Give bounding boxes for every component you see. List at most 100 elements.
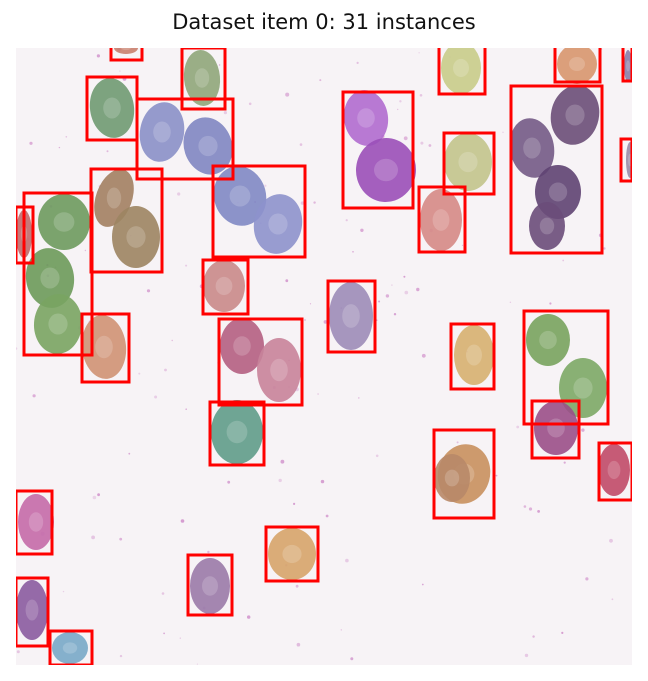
instance-bounding-box xyxy=(621,48,632,83)
stain-speck xyxy=(502,131,504,134)
blood-cell xyxy=(38,194,90,250)
cell-center-highlight xyxy=(268,213,288,235)
blood-cell xyxy=(420,189,462,251)
blood-cell xyxy=(211,400,263,464)
stain-speck xyxy=(138,372,141,375)
instance-bounding-box xyxy=(16,205,35,265)
cell-center-highlight xyxy=(548,182,568,202)
stain-speck xyxy=(385,294,390,298)
stain-speck xyxy=(378,300,381,303)
stain-speck xyxy=(313,201,316,204)
stain-speck xyxy=(340,629,342,631)
instance-bounding-box xyxy=(442,131,496,196)
stain-speck xyxy=(180,519,185,523)
instance-bounding-box xyxy=(135,97,235,181)
stain-speck xyxy=(509,301,512,303)
stain-speck xyxy=(352,251,354,253)
cell-center-highlight xyxy=(215,276,233,296)
stain-speck xyxy=(97,493,100,497)
blood-cell xyxy=(441,48,481,94)
stain-speck xyxy=(248,102,252,106)
stain-speck xyxy=(96,54,100,58)
stain-speck xyxy=(29,141,33,145)
stain-speck xyxy=(300,201,305,205)
stain-speck xyxy=(561,631,564,635)
stain-speck xyxy=(92,495,97,500)
cell-center-highlight xyxy=(458,151,478,173)
stain-speck xyxy=(581,428,585,432)
cell-center-highlight xyxy=(282,544,302,564)
bounding-box-layer xyxy=(16,48,632,665)
stain-speck xyxy=(177,192,181,196)
instance-bounding-box xyxy=(553,48,602,84)
blood-cell xyxy=(114,48,138,54)
stain-speck xyxy=(603,247,606,250)
stain-speck xyxy=(528,507,533,511)
stain-speck xyxy=(119,70,121,72)
cell-center-highlight xyxy=(444,469,460,487)
blood-cell xyxy=(16,580,48,640)
stain-speck xyxy=(62,590,65,593)
cell-center-highlight xyxy=(539,330,557,350)
stain-speck xyxy=(404,290,409,295)
stain-speck xyxy=(421,583,424,586)
cell-center-highlight xyxy=(466,344,482,366)
stain-speck xyxy=(375,454,379,458)
stain-speck xyxy=(227,480,231,484)
stain-speck xyxy=(247,615,251,619)
cell-center-highlight xyxy=(194,68,210,88)
stain-speck xyxy=(585,577,589,581)
instance-bounding-box xyxy=(417,185,467,254)
stain-speck xyxy=(280,459,285,464)
stain-speck xyxy=(171,339,173,342)
stain-speck xyxy=(309,303,312,305)
stain-speck xyxy=(345,219,348,222)
blood-cell xyxy=(25,248,75,308)
cell-center-highlight xyxy=(453,58,469,78)
stain-speck xyxy=(563,461,566,464)
blood-cell xyxy=(329,282,373,350)
cell-center-highlight xyxy=(357,108,375,128)
instance-bounding-box xyxy=(530,399,581,460)
cell-center-highlight xyxy=(573,377,593,399)
instance-bounding-box xyxy=(217,317,304,407)
instance-bounding-box xyxy=(16,489,54,556)
stain-speck xyxy=(461,244,464,246)
instance-bounding-box xyxy=(16,576,50,648)
instance-bounding-box xyxy=(522,309,610,426)
cell-center-highlight xyxy=(523,137,541,159)
blood-cell xyxy=(89,78,135,138)
blood-cell xyxy=(534,401,578,455)
cell-center-highlight xyxy=(40,267,60,289)
stain-speck xyxy=(278,478,282,483)
instance-bounding-box xyxy=(432,428,496,520)
stain-speck xyxy=(264,184,267,187)
stain-speck xyxy=(58,146,61,149)
stain-speck xyxy=(325,514,329,518)
cell-center-highlight xyxy=(539,217,555,235)
stain-speck xyxy=(164,368,167,372)
instance-bounding-box xyxy=(437,48,487,96)
cell-center-highlight xyxy=(202,576,218,596)
blood-cell xyxy=(454,325,494,385)
blood-cell xyxy=(112,206,160,268)
cell-center-highlight xyxy=(342,304,360,328)
stain-speck xyxy=(218,64,221,66)
instance-bounding-box xyxy=(201,258,250,316)
blood-smear-image xyxy=(16,48,632,665)
blood-cell xyxy=(203,260,245,312)
instance-bounding-box xyxy=(597,441,632,502)
stain-speck xyxy=(360,228,364,232)
stain-speck xyxy=(403,275,406,278)
stain-speck xyxy=(524,653,529,658)
stain-speck xyxy=(84,249,87,252)
cell-center-highlight xyxy=(95,335,113,359)
cell-layer xyxy=(16,48,632,664)
cell-center-highlight xyxy=(62,642,78,654)
instance-bounding-box xyxy=(48,629,94,665)
stain-speck xyxy=(421,353,426,358)
cell-center-highlight xyxy=(28,512,44,532)
stain-speck xyxy=(146,289,151,293)
stain-speck xyxy=(185,408,187,411)
blood-cell xyxy=(509,118,555,178)
